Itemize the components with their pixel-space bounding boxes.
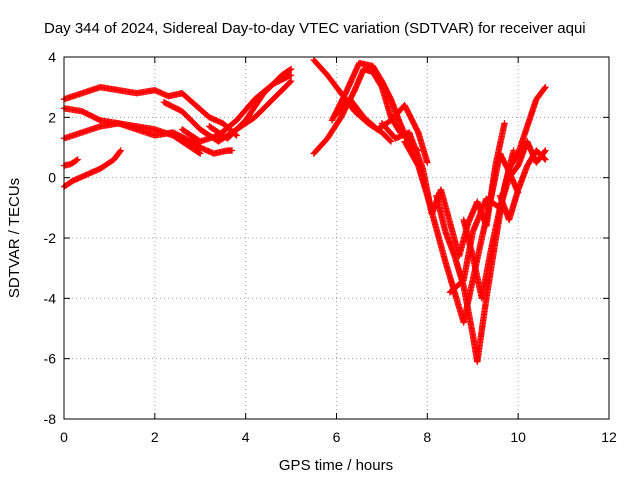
series-track-14 — [401, 138, 522, 326]
tick-layer: 0 2 4 6 8 10 12 -8 -6 -4 -2 0 2 4 — [44, 49, 617, 445]
x-tick-label: 0 — [60, 429, 68, 445]
data-point — [195, 149, 203, 156]
y-tick-label: 2 — [48, 109, 56, 125]
data-point — [287, 71, 295, 79]
series-track-1 — [60, 83, 240, 139]
y-tick-label: 4 — [48, 49, 56, 65]
data-point — [501, 120, 508, 127]
data-point — [542, 83, 549, 91]
data-point — [541, 148, 548, 155]
data-point — [541, 155, 548, 162]
data-point — [542, 156, 549, 163]
series-track-16 — [446, 83, 549, 296]
data-point — [73, 157, 80, 164]
y-tick-label: -4 — [44, 290, 57, 306]
series-track-18 — [496, 147, 549, 224]
x-tick-label: 6 — [333, 429, 341, 445]
x-tick-label: 2 — [151, 429, 159, 445]
data-point — [287, 77, 295, 85]
x-tick-label: 12 — [601, 429, 617, 445]
data-point — [74, 156, 81, 163]
x-axis-label: GPS time / hours — [279, 457, 393, 474]
data-point — [228, 147, 236, 154]
chart-title: Day 344 of 2024, Sidereal Day-to-day VTE… — [44, 20, 586, 37]
data-point — [286, 66, 294, 74]
y-tick-label: -2 — [44, 230, 57, 246]
series-track-4 — [60, 147, 124, 190]
data-marks — [60, 56, 549, 365]
series-track-12 — [333, 96, 431, 166]
data-point — [197, 150, 204, 157]
data-point — [286, 78, 294, 86]
x-tick-label: 8 — [423, 429, 431, 445]
data-point — [233, 132, 240, 139]
data-point — [386, 137, 394, 144]
data-point — [116, 148, 124, 155]
data-point — [510, 147, 517, 154]
x-tick-label: 4 — [242, 429, 250, 445]
x-tick-label: 10 — [510, 429, 526, 445]
y-tick-label: 0 — [48, 170, 56, 186]
data-point — [287, 65, 295, 73]
series-track-3 — [60, 120, 204, 157]
data-point — [541, 85, 548, 92]
series-track-8 — [206, 65, 295, 142]
data-point — [424, 159, 431, 166]
data-point — [542, 147, 549, 154]
y-axis-label: SDTVAR / TECUs — [6, 178, 23, 298]
data-point — [387, 138, 395, 145]
y-tick-label: -6 — [44, 351, 57, 367]
data-point — [117, 147, 124, 154]
y-tick-label: -8 — [44, 411, 57, 427]
